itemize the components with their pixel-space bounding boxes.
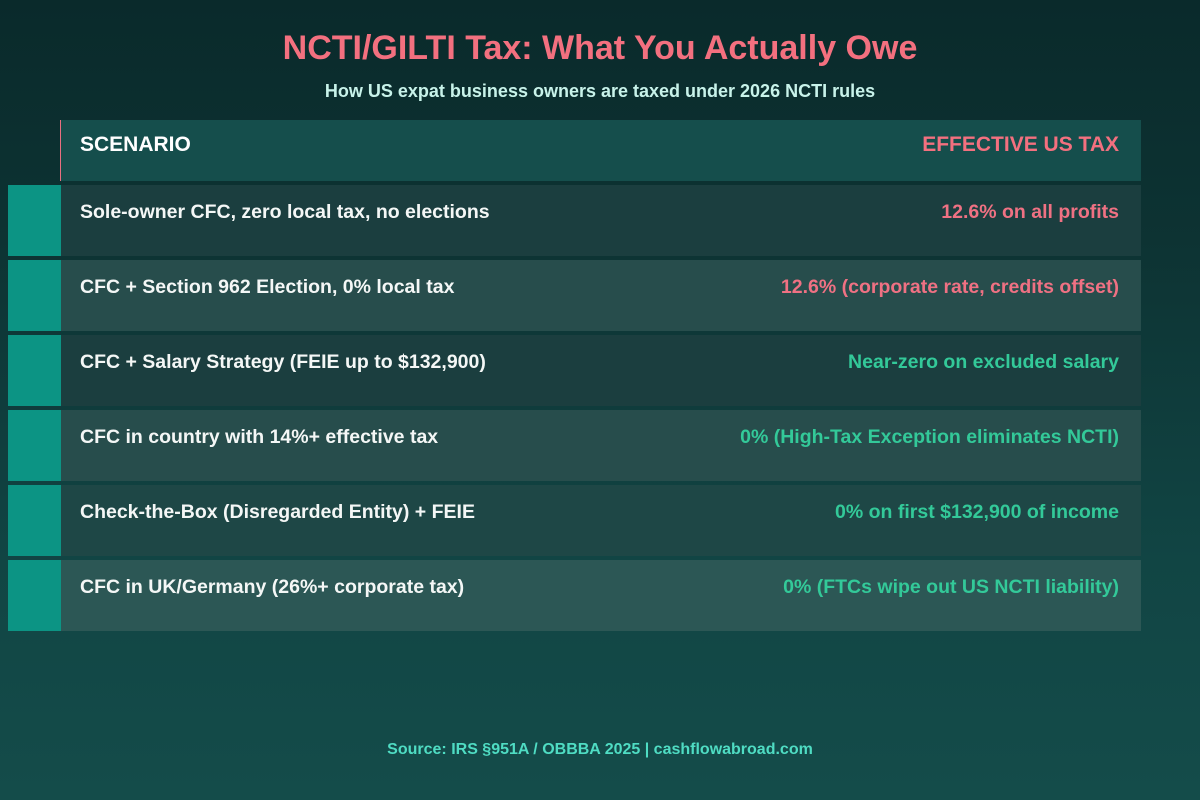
row-body: CFC + Section 962 Election, 0% local tax… bbox=[61, 260, 1141, 331]
table-header: SCENARIO EFFECTIVE US TAX bbox=[60, 120, 1141, 181]
table-row: CFC in UK/Germany (26%+ corporate tax) 0… bbox=[8, 560, 1141, 631]
column-header-scenario: SCENARIO bbox=[80, 133, 191, 156]
row-scenario: CFC + Salary Strategy (FEIE up to $132,9… bbox=[80, 351, 486, 373]
table-row: Sole-owner CFC, zero local tax, no elect… bbox=[8, 185, 1141, 256]
row-accent-block bbox=[8, 185, 61, 256]
row-scenario: Check-the-Box (Disregarded Entity) + FEI… bbox=[80, 501, 475, 523]
row-effective-tax: 0% (FTCs wipe out US NCTI liability) bbox=[783, 576, 1119, 598]
row-accent-block bbox=[8, 485, 61, 556]
row-body: CFC in country with 14%+ effective tax 0… bbox=[61, 410, 1141, 481]
table-row: Check-the-Box (Disregarded Entity) + FEI… bbox=[8, 485, 1141, 556]
page-title: NCTI/GILTI Tax: What You Actually Owe bbox=[282, 29, 918, 67]
row-body: CFC in UK/Germany (26%+ corporate tax) 0… bbox=[61, 560, 1141, 631]
row-scenario: CFC + Section 962 Election, 0% local tax bbox=[80, 276, 455, 298]
row-body: Sole-owner CFC, zero local tax, no elect… bbox=[61, 185, 1141, 256]
row-effective-tax: 12.6% (corporate rate, credits offset) bbox=[780, 276, 1119, 298]
row-scenario: CFC in UK/Germany (26%+ corporate tax) bbox=[80, 576, 465, 598]
table-row: CFC in country with 14%+ effective tax 0… bbox=[8, 410, 1141, 481]
row-body: CFC + Salary Strategy (FEIE up to $132,9… bbox=[61, 335, 1141, 406]
row-accent-block bbox=[8, 410, 61, 481]
row-accent-block bbox=[8, 560, 61, 631]
row-effective-tax: 0% on first $132,900 of income bbox=[835, 501, 1119, 523]
row-body: Check-the-Box (Disregarded Entity) + FEI… bbox=[61, 485, 1141, 556]
row-accent-block bbox=[8, 260, 61, 331]
source-footer: Source: IRS §951A / OBBBA 2025 | cashflo… bbox=[387, 741, 813, 758]
row-effective-tax: Near-zero on excluded salary bbox=[848, 351, 1119, 373]
column-header-effective-tax: EFFECTIVE US TAX bbox=[922, 133, 1119, 156]
row-accent-block bbox=[8, 335, 61, 406]
row-effective-tax: 0% (High-Tax Exception eliminates NCTI) bbox=[740, 426, 1119, 448]
row-effective-tax: 12.6% on all profits bbox=[941, 201, 1119, 223]
table-row: CFC + Section 962 Election, 0% local tax… bbox=[8, 260, 1141, 331]
page-subtitle: How US expat business owners are taxed u… bbox=[324, 81, 876, 101]
table-row: CFC + Salary Strategy (FEIE up to $132,9… bbox=[8, 335, 1141, 406]
row-scenario: CFC in country with 14%+ effective tax bbox=[80, 426, 439, 448]
row-scenario: Sole-owner CFC, zero local tax, no elect… bbox=[80, 201, 490, 223]
